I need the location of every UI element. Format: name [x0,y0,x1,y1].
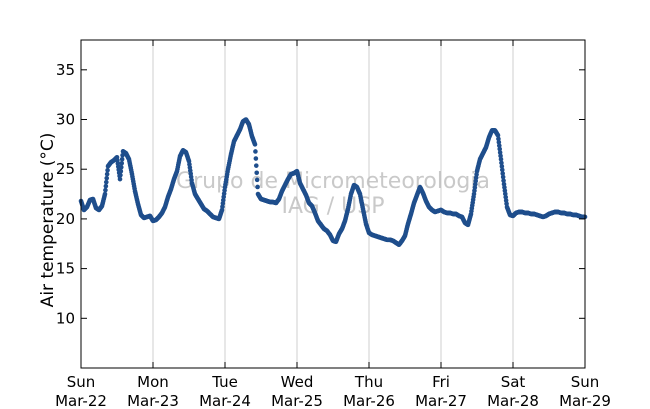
data-point [498,153,503,159]
data-point [252,142,258,147]
data-point [104,175,110,181]
y-tick-label: 35 [56,61,75,79]
data-point [500,171,506,176]
plot-area-frame [80,39,586,369]
data-point [497,150,503,155]
data-point [496,136,501,142]
y-axis-label: Air temperature (°C) [38,133,58,308]
data-point [497,146,503,152]
data-point [501,178,506,183]
data-point [103,183,109,189]
data-point [498,156,504,162]
watermark-line-2: IAG / USP [282,194,385,219]
x-axis-ticks: SunMar-22MonMar-23TueMar-24WedMar-25ThuM… [55,40,611,409]
data-point [255,184,260,190]
x-tick-label-day: Wed [281,373,314,391]
x-tick-label-day: Tue [211,373,238,391]
x-tick-label-date: Mar-24 [199,392,251,409]
y-tick-label: 25 [56,160,75,178]
data-point [496,139,502,145]
data-point [253,163,259,168]
data-point [117,176,123,182]
x-tick-label-date: Mar-27 [415,392,467,409]
y-tick-label: 15 [56,260,75,278]
x-tick-label-date: Mar-28 [487,392,539,409]
data-point [118,164,124,170]
x-tick-label-day: Thu [354,373,383,391]
y-tick-label: 10 [56,309,75,327]
data-point [119,160,125,166]
data-point [253,156,259,161]
x-tick-label-date: Mar-22 [55,392,107,409]
data-point [103,179,109,185]
data-point [499,164,505,169]
x-tick-label-day: Sun [571,373,600,391]
x-tick-label-date: Mar-26 [343,392,395,409]
data-point [103,187,108,193]
data-point [102,191,108,197]
data-point [499,167,505,173]
data-point [119,156,125,162]
x-tick-label-day: Sun [67,373,96,391]
data-point [496,143,502,148]
x-tick-label-date: Mar-29 [559,392,611,409]
data-points [78,117,588,248]
data-point [254,170,260,176]
x-tick-label-date: Mar-23 [127,392,179,409]
data-point [104,171,110,177]
y-tick-label: 30 [56,111,75,129]
x-tick-label-day: Mon [137,373,169,391]
data-point [254,177,260,183]
data-point [495,133,501,138]
y-tick-label: 20 [56,210,75,228]
y-axis-ticks: 10 15 20 25 30 35 [56,61,585,327]
x-tick-label-day: Fri [432,373,450,391]
data-point [253,149,258,154]
data-point [118,172,123,178]
grid-lines [152,40,514,368]
data-point [500,174,506,180]
data-point [499,160,504,166]
x-tick-label-date: Mar-25 [271,392,323,409]
data-point [118,168,124,174]
x-tick-label-day: Sat [501,373,526,391]
data-point [105,167,110,173]
